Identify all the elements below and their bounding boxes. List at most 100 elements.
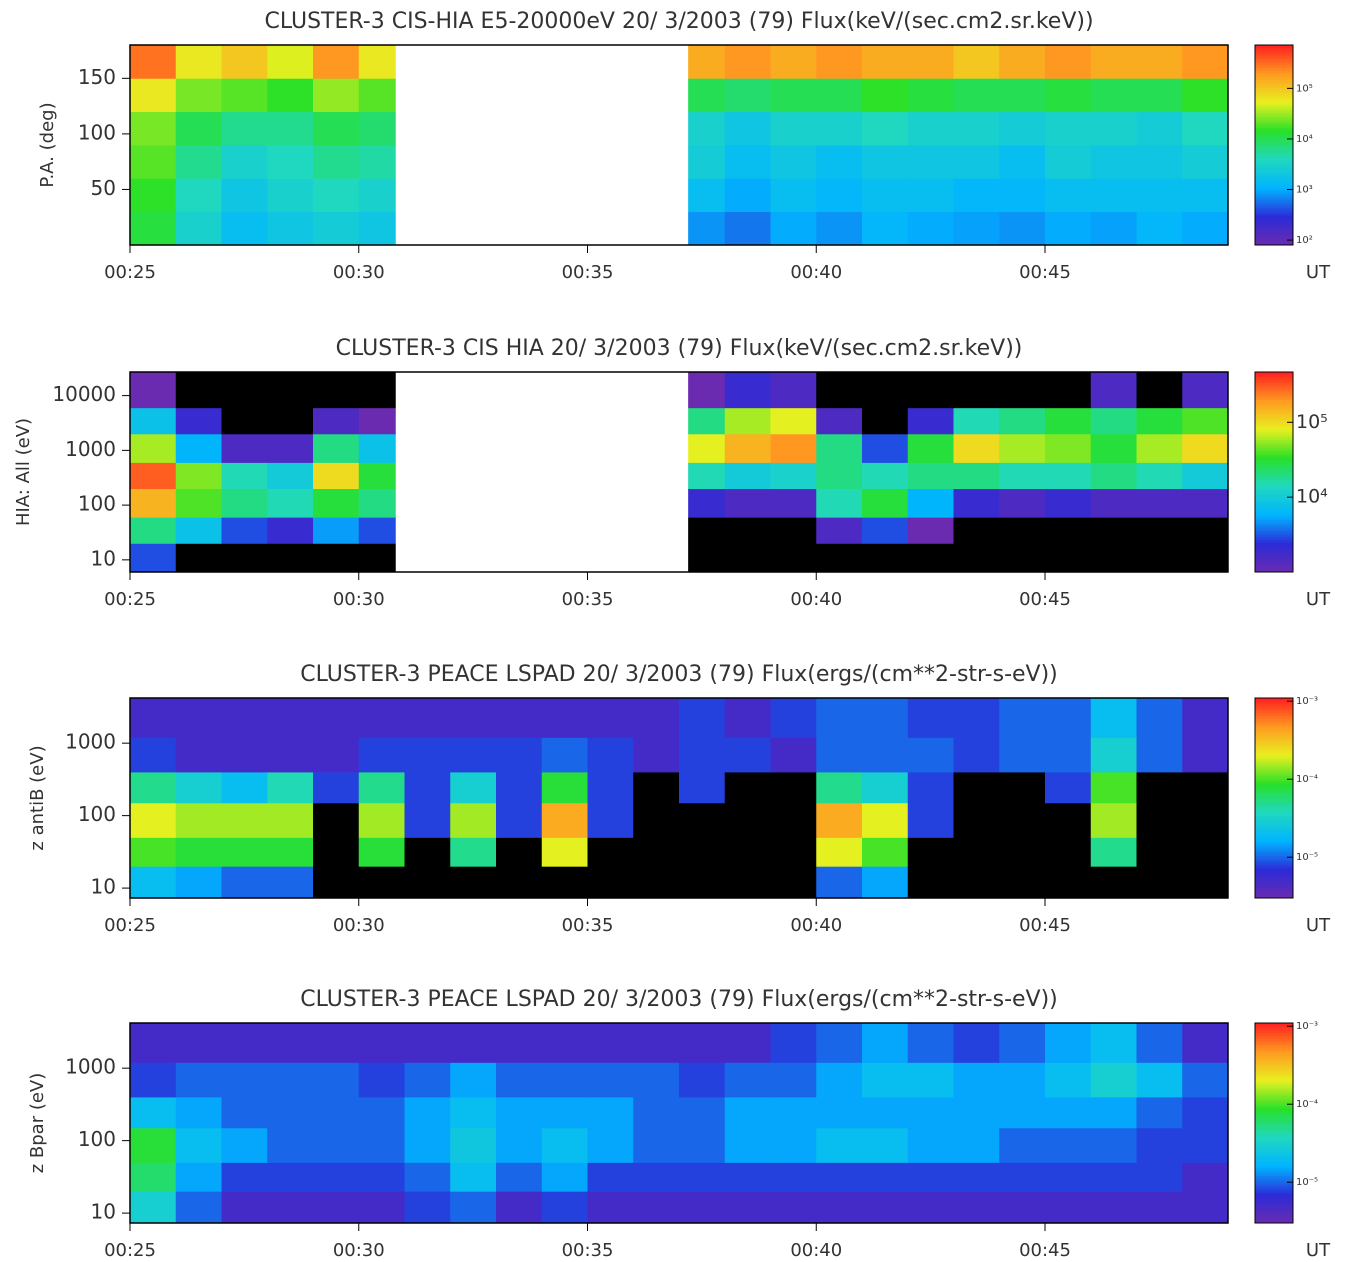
- heatmap-cell: [1182, 407, 1229, 435]
- heatmap-cell: [999, 178, 1046, 213]
- x-tick-label: 00:30: [333, 589, 385, 610]
- colorbar-swatch: [1255, 207, 1293, 211]
- heatmap-cell: [907, 1062, 954, 1098]
- heatmap-cell: [1045, 1162, 1092, 1192]
- colorbar-tick-label: 10⁻⁴: [1296, 1099, 1318, 1110]
- heatmap-cell: [496, 837, 543, 867]
- y-tick-label: 10000: [52, 382, 116, 406]
- heatmap-cell: [587, 1127, 634, 1163]
- colorbar-swatch: [1255, 47, 1293, 51]
- colorbar-swatch: [1255, 1180, 1293, 1184]
- heatmap-cell: [496, 1127, 543, 1163]
- heatmap-cell: [496, 1062, 543, 1098]
- heatmap-cell: [999, 1162, 1046, 1192]
- heatmap-cell: [907, 78, 954, 113]
- colorbar-tick-label: 10⁻⁵: [1296, 852, 1318, 863]
- heatmap-cell: [221, 111, 268, 146]
- heatmap-cell: [862, 433, 909, 463]
- heatmap-cell: [724, 372, 771, 409]
- heatmap-cell: [313, 407, 360, 435]
- colorbar-swatch: [1255, 760, 1293, 764]
- colorbar-swatch: [1255, 890, 1293, 894]
- heatmap-cell: [907, 866, 954, 899]
- heatmap-cell: [1090, 78, 1137, 113]
- heatmap-cell: [130, 1062, 177, 1098]
- colorbar-swatch: [1255, 85, 1293, 88]
- colorbar-swatch: [1255, 1120, 1293, 1124]
- heatmap-cell: [587, 866, 634, 899]
- colorbar-swatch: [1255, 843, 1293, 846]
- colorbar-swatch: [1255, 145, 1293, 148]
- heatmap-cell: [679, 1062, 726, 1098]
- heatmap-cell: [221, 1062, 268, 1098]
- colorbar-swatch: [1255, 220, 1293, 223]
- heatmap-cell: [999, 837, 1046, 867]
- colorbar-swatch: [1255, 1070, 1293, 1074]
- heatmap-cell: [267, 1127, 314, 1163]
- heatmap-cell: [1136, 78, 1183, 113]
- heatmap-cell: [267, 1023, 314, 1063]
- heatmap-cell: [1045, 433, 1092, 463]
- heatmap-cell: [953, 78, 1000, 113]
- heatmap-cell: [130, 462, 177, 490]
- heatmap-cell: [313, 1162, 360, 1192]
- heatmap-cell: [450, 802, 497, 838]
- heatmap-cell: [267, 78, 314, 113]
- heatmap-cell: [999, 1191, 1046, 1224]
- heatmap-cell: [816, 178, 863, 213]
- colorbar-swatch: [1255, 409, 1293, 413]
- heatmap-cell: [999, 1127, 1046, 1163]
- panel-title: CLUSTER-3 PEACE LSPAD 20/ 3/2003 (79) Fl…: [300, 987, 1058, 1012]
- colorbar-swatch: [1255, 80, 1293, 83]
- colorbar-swatch: [1255, 1175, 1293, 1179]
- heatmap-cell: [1090, 45, 1137, 79]
- heatmap-cell: [358, 111, 396, 146]
- heatmap-cell: [130, 1023, 177, 1063]
- heatmap-cell: [907, 1162, 954, 1192]
- colorbar-tick-label: 10⁻⁵: [1296, 1177, 1318, 1188]
- heatmap-cell: [724, 772, 771, 804]
- heatmap-cell: [541, 837, 588, 867]
- colorbar-swatch: [1255, 1185, 1293, 1189]
- heatmap-cell: [907, 433, 954, 463]
- heatmap-cell: [267, 737, 314, 773]
- heatmap-cell: [221, 433, 268, 463]
- heatmap-cell: [1136, 698, 1183, 738]
- heatmap-cell: [724, 866, 771, 899]
- heatmap-cell: [1090, 1062, 1137, 1098]
- colorbar-swatch: [1255, 127, 1293, 131]
- x-tick-label: 00:40: [790, 1240, 842, 1261]
- heatmap-cell: [770, 1127, 817, 1163]
- heatmap-cell: [1090, 462, 1137, 490]
- heatmap-cell: [404, 1162, 451, 1192]
- heatmap-cell: [907, 211, 954, 246]
- colorbar-tick-label: 10⁻⁴: [1296, 774, 1318, 785]
- heatmap-cell: [953, 866, 1000, 899]
- heatmap-cell: [450, 737, 497, 773]
- colorbar-swatch: [1255, 77, 1293, 81]
- heatmap-cell: [221, 45, 268, 79]
- colorbar-swatch: [1255, 1100, 1293, 1104]
- heatmap-cell: [953, 145, 1000, 179]
- colorbar-swatch: [1255, 1208, 1293, 1211]
- colorbar-swatch: [1255, 835, 1293, 839]
- heatmap-cell: [1090, 488, 1137, 518]
- heatmap-cell: [1045, 145, 1092, 179]
- heatmap-cell: [1182, 837, 1229, 867]
- heatmap-cell: [358, 1097, 405, 1129]
- y-axis-label: z antiB (eV): [27, 745, 48, 850]
- heatmap-cell: [633, 698, 680, 738]
- colorbar-swatch: [1255, 765, 1293, 769]
- heatmap-cell: [1045, 1191, 1092, 1224]
- colorbar-swatch: [1255, 524, 1293, 528]
- colorbar-swatch: [1255, 547, 1293, 550]
- heatmap-cell: [1136, 1127, 1183, 1163]
- heatmap-cell: [450, 837, 497, 867]
- heatmap-cell: [953, 111, 1000, 146]
- colorbar-swatch: [1255, 434, 1293, 438]
- heatmap-cell: [679, 772, 726, 804]
- heatmap-cell: [221, 517, 268, 544]
- heatmap-cell: [1045, 211, 1092, 246]
- heatmap-cell: [450, 698, 497, 738]
- heatmap-cell: [724, 145, 771, 179]
